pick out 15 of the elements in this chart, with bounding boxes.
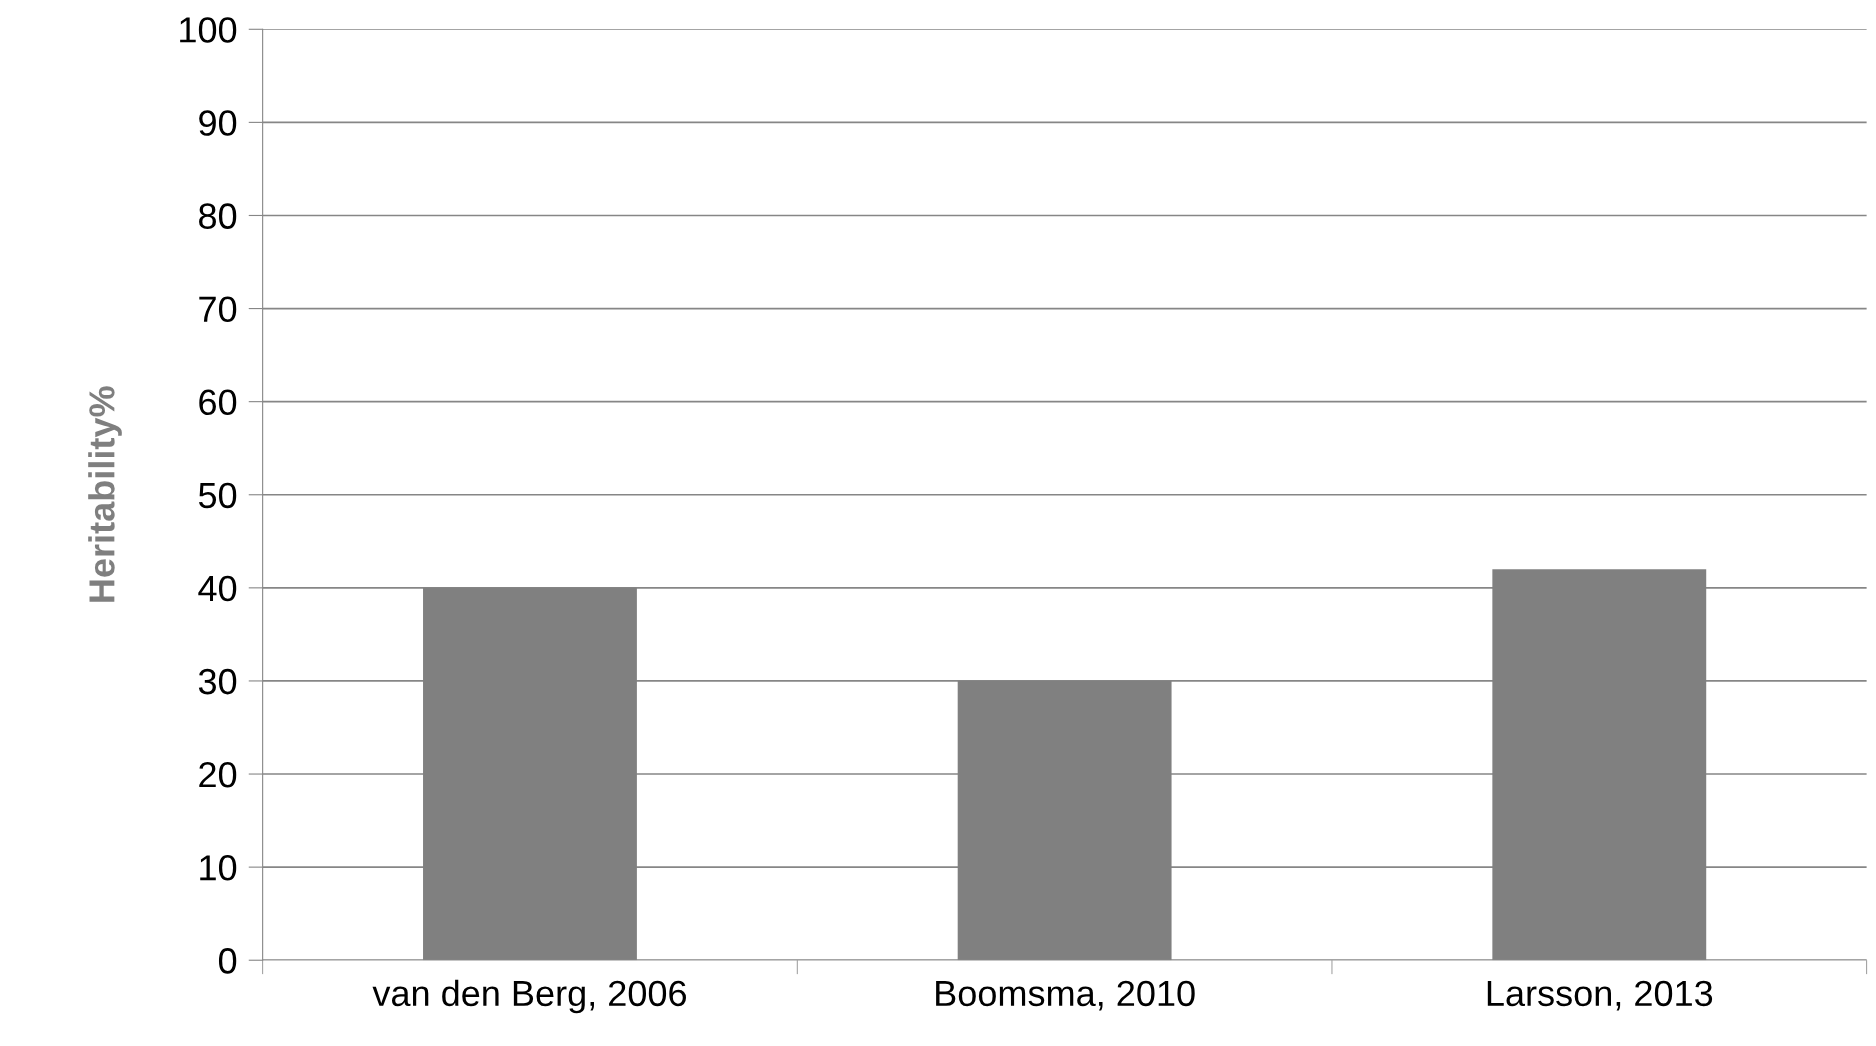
y-tick-label: 40 <box>198 575 237 602</box>
y-tick-label: 50 <box>198 482 237 509</box>
y-tick-label: 10 <box>200 855 237 881</box>
y-axis-title: Heritability% <box>88 386 122 602</box>
y-tick-label: 100 <box>180 17 237 43</box>
x-tick-label: Larsson, 2013 <box>1487 980 1713 1011</box>
x-tick-label: Boomsma, 2010 <box>936 980 1195 1011</box>
y-tick-label: 60 <box>199 389 237 416</box>
x-tick-label: van den Berg, 2006 <box>372 979 686 1014</box>
y-tick-label: 70 <box>199 296 237 323</box>
y-tick-label: 0 <box>218 948 237 974</box>
y-tick-label: 80 <box>199 203 237 229</box>
y-tick-label: 90 <box>199 110 237 136</box>
y-tick-label: 20 <box>199 761 237 788</box>
y-tick-label: 30 <box>198 668 237 695</box>
